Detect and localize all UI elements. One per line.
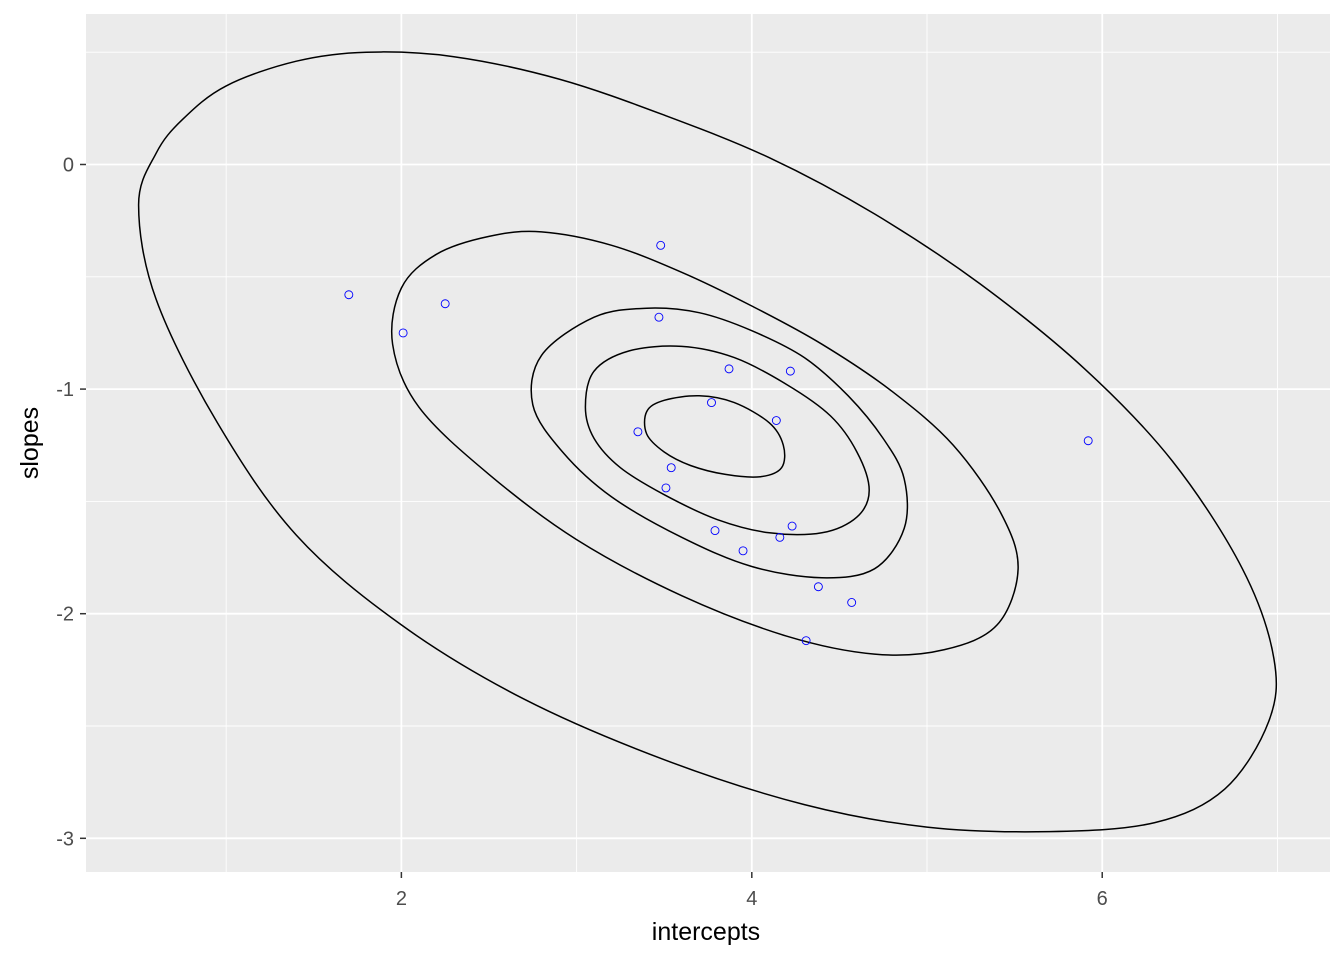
contour-line-2 (584, 345, 870, 536)
x-tick-label: 2 (396, 888, 407, 910)
data-point (813, 582, 823, 592)
data-point (1083, 436, 1093, 446)
data-point (771, 416, 781, 425)
y-axis-title: slopes (16, 407, 44, 479)
density-contours (137, 51, 1278, 833)
data-point (398, 328, 408, 338)
data-point (787, 521, 797, 531)
x-tick-label: 4 (746, 888, 757, 910)
contour-line-1 (643, 395, 786, 478)
y-tick-label: -1 (56, 379, 74, 401)
data-point (847, 598, 857, 607)
contour-line-5 (137, 51, 1278, 833)
data-point (633, 427, 643, 437)
plot-panel (86, 14, 1330, 872)
grid-minor (86, 14, 1330, 872)
x-axis-ticks: 2 4 6 (396, 872, 1108, 910)
data-point (344, 290, 354, 300)
data-point (785, 366, 795, 376)
y-tick-label: -2 (56, 604, 74, 626)
data-point (710, 526, 720, 536)
data-point (654, 312, 664, 322)
x-axis-title: intercepts (652, 918, 760, 946)
x-tick-label: 6 (1097, 888, 1108, 910)
grid-major (86, 14, 1330, 872)
y-tick-label: 0 (63, 154, 74, 176)
data-point (801, 636, 811, 646)
data-point (738, 546, 748, 556)
y-tick-label: -3 (56, 828, 74, 850)
data-point (656, 240, 666, 250)
contour-line-4 (390, 230, 1019, 656)
contour-line-3 (530, 307, 909, 579)
data-point (661, 483, 671, 493)
data-point (440, 299, 450, 309)
data-point (666, 463, 676, 473)
data-points (344, 240, 1093, 646)
data-point (724, 364, 734, 374)
data-point (775, 532, 785, 542)
y-axis-ticks: 0 -1 -2 -3 (56, 154, 86, 850)
data-point (707, 398, 716, 408)
